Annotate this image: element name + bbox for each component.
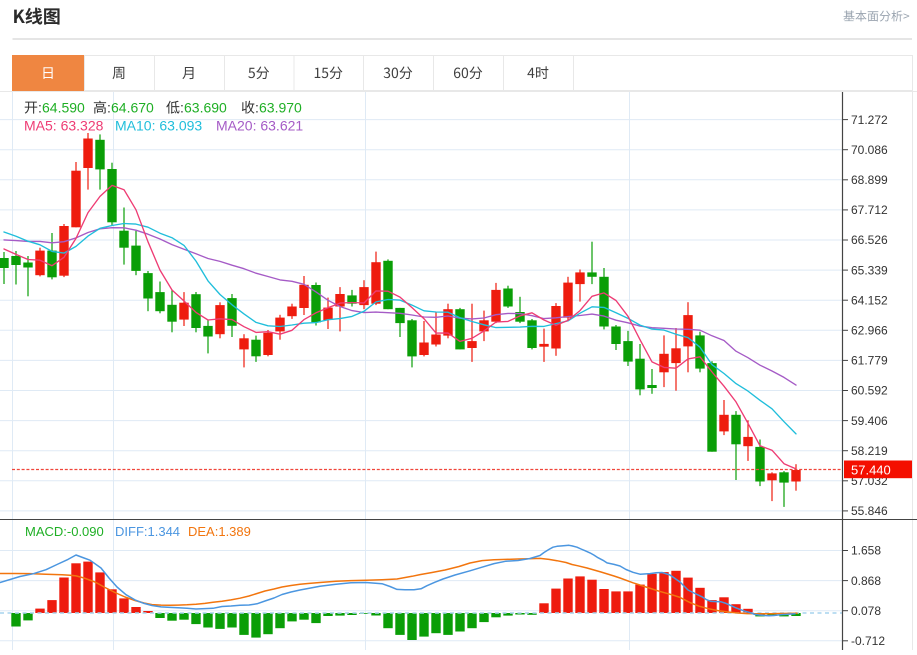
svg-text:DEA:1.389: DEA:1.389 bbox=[188, 524, 251, 539]
svg-text:60.592: 60.592 bbox=[851, 384, 888, 398]
svg-text:67.712: 67.712 bbox=[851, 203, 888, 217]
svg-text:61.779: 61.779 bbox=[851, 354, 888, 368]
svg-text:0.868: 0.868 bbox=[851, 574, 881, 588]
svg-text:1.658: 1.658 bbox=[851, 544, 881, 558]
svg-text:64.670: 64.670 bbox=[111, 100, 154, 116]
svg-text:65.339: 65.339 bbox=[851, 263, 888, 277]
svg-text::: : bbox=[38, 100, 42, 116]
svg-text:64.590: 64.590 bbox=[42, 100, 85, 116]
svg-text:0.078: 0.078 bbox=[851, 604, 881, 618]
svg-text:64.152: 64.152 bbox=[851, 293, 888, 307]
svg-text:71.272: 71.272 bbox=[851, 113, 888, 127]
svg-text:-0.712: -0.712 bbox=[851, 634, 885, 648]
svg-text:57.440: 57.440 bbox=[851, 462, 891, 477]
svg-text:MA5: 63.328: MA5: 63.328 bbox=[24, 118, 104, 134]
svg-text:MA10: 63.093: MA10: 63.093 bbox=[115, 118, 202, 134]
svg-text::: : bbox=[180, 100, 184, 116]
svg-text:70.086: 70.086 bbox=[851, 143, 888, 157]
svg-text:68.899: 68.899 bbox=[851, 173, 888, 187]
svg-text::: : bbox=[255, 100, 259, 116]
svg-text:63.690: 63.690 bbox=[184, 100, 227, 116]
svg-text:DIFF:1.344: DIFF:1.344 bbox=[115, 524, 180, 539]
svg-text:MA20: 63.621: MA20: 63.621 bbox=[216, 118, 303, 134]
svg-text:59.406: 59.406 bbox=[851, 414, 888, 428]
svg-text:66.526: 66.526 bbox=[851, 233, 888, 247]
svg-text:55.846: 55.846 bbox=[851, 504, 888, 518]
svg-text:62.966: 62.966 bbox=[851, 324, 888, 338]
svg-text:63.970: 63.970 bbox=[259, 100, 302, 116]
svg-text::: : bbox=[107, 100, 111, 116]
svg-text:58.219: 58.219 bbox=[851, 444, 888, 458]
svg-text:MACD:-0.090: MACD:-0.090 bbox=[25, 524, 104, 539]
